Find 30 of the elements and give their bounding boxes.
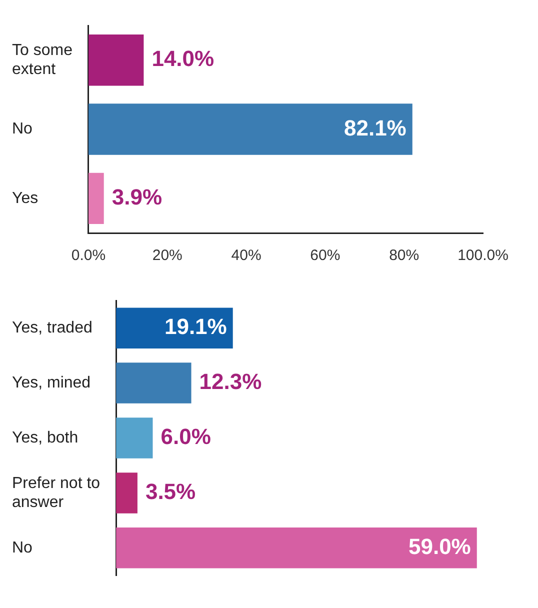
y-tick-label: To some extent <box>12 42 73 78</box>
data-label: 6.0% <box>160 424 211 450</box>
data-label: 82.1% <box>344 115 406 140</box>
x-tick-label: 0.0% <box>71 247 106 264</box>
bar <box>116 418 153 458</box>
data-label: 3.5% <box>145 479 196 504</box>
x-tick-label: 100.0% <box>458 247 508 264</box>
bar <box>116 362 192 404</box>
x-tick-label: 40% <box>231 247 262 264</box>
data-label: 3.9% <box>112 184 162 210</box>
y-tick-label: Yes <box>12 190 38 207</box>
y-tick-label: Prefer not to answer <box>12 474 100 511</box>
bar <box>116 308 233 348</box>
x-tick-label: 60% <box>310 247 340 264</box>
y-tick-label: No <box>12 120 33 138</box>
y-tick-label: Yes, traded <box>12 319 92 336</box>
x-tick-label: 20% <box>152 247 182 264</box>
bar <box>116 472 138 514</box>
y-tick-label: Yes, mined <box>12 374 91 392</box>
bar <box>88 172 104 224</box>
data-label: 14.0% <box>152 46 214 72</box>
data-label: 12.3% <box>199 369 262 394</box>
y-tick-label: Yes, both <box>12 429 78 446</box>
bar <box>88 34 144 86</box>
y-tick-label: No <box>12 539 33 556</box>
bar <box>88 104 412 155</box>
x-tick-label: 80% <box>389 247 420 264</box>
data-label: 59.0% <box>408 534 471 559</box>
data-label: 19.1% <box>164 314 227 340</box>
bar <box>116 528 477 568</box>
